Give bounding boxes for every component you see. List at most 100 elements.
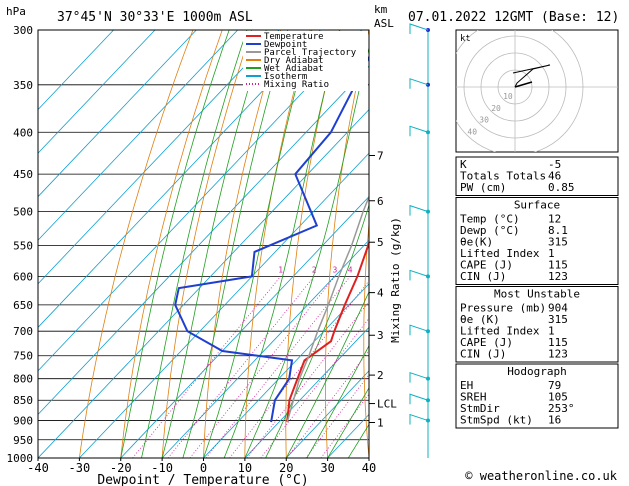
mixing-ratio-line bbox=[132, 276, 281, 458]
altitude-tick-label: 3 bbox=[377, 329, 384, 342]
table-row-label: SREH bbox=[460, 391, 487, 404]
pressure-tick-label: 350 bbox=[13, 79, 33, 92]
mixing-ratio-tick-label: 2 bbox=[312, 265, 317, 274]
hodograph-unit-label: kt bbox=[460, 34, 471, 44]
dry-adiabat-line bbox=[203, 30, 282, 458]
pressure-tick-label: 950 bbox=[13, 434, 33, 447]
table-block bbox=[455, 197, 619, 285]
sounding-series bbox=[174, 54, 369, 423]
table-block bbox=[455, 286, 619, 363]
location-label: 37°45'N 30°33'E 1000m ASL bbox=[57, 10, 253, 25]
legend-label: Mixing Ratio bbox=[264, 80, 329, 90]
mixing-ratio-axis-label: Mixing Ratio (g/kg) bbox=[389, 217, 402, 343]
table-row-value: 123 bbox=[548, 270, 568, 283]
pressure-tick-label: 700 bbox=[13, 325, 33, 338]
table-row-value: 115 bbox=[548, 259, 568, 272]
wet-adiabat-line bbox=[265, 203, 369, 458]
mixing-ratio-tick-label: 4 bbox=[348, 265, 353, 274]
mixing-ratio-line bbox=[246, 300, 369, 458]
table-row-value: 315 bbox=[548, 236, 568, 249]
altitude-axis: 7 6 5 4 3 2 LCL 1 bbox=[369, 149, 397, 430]
table-block bbox=[455, 363, 619, 429]
pressure-tick-label: 500 bbox=[13, 206, 33, 219]
storm-motion-vector bbox=[514, 81, 533, 88]
isotherm-line bbox=[38, 30, 156, 154]
table-row-label: EH bbox=[460, 379, 473, 392]
series-temperature bbox=[286, 240, 369, 423]
temperature-tick-label: -30 bbox=[69, 461, 91, 475]
altitude-tick-label: 7 bbox=[377, 149, 384, 162]
temperature-tick-label: -10 bbox=[151, 461, 173, 475]
wet-adiabat-line bbox=[120, 30, 230, 458]
hodograph-ring-label: 40 bbox=[467, 128, 477, 137]
wet-adiabat-line bbox=[161, 30, 267, 458]
wind-barb bbox=[409, 413, 429, 425]
wind-barb bbox=[409, 125, 429, 137]
legend-label: Wet Adiabat bbox=[264, 64, 324, 74]
x-axis-label: Dewpoint / Temperature (°C) bbox=[97, 473, 308, 486]
temperature-tick-label: -40 bbox=[27, 461, 49, 475]
wind-barb bbox=[409, 324, 429, 336]
table-row-label: CIN (J) bbox=[460, 348, 506, 361]
legend-box bbox=[243, 31, 368, 91]
isotherm-line bbox=[120, 196, 369, 458]
table-row-value: 315 bbox=[548, 313, 568, 326]
table-row-label: StmSpd (kt) bbox=[460, 414, 533, 427]
mixing-ratio-line bbox=[286, 349, 369, 458]
table-row-value: 1 bbox=[548, 247, 555, 260]
pressure-tick-label: 650 bbox=[13, 299, 33, 312]
altitude-tick-label: 4 bbox=[377, 287, 384, 300]
table-row-label: CIN (J) bbox=[460, 270, 506, 283]
table-row-label: StmDir bbox=[460, 402, 500, 415]
mixing-ratio-line bbox=[305, 373, 369, 458]
table-row-value: 115 bbox=[548, 336, 568, 349]
table-row-value: 253° bbox=[548, 402, 575, 415]
table-block-title: Surface bbox=[514, 199, 560, 212]
table-block-title: Hodograph bbox=[507, 365, 567, 378]
table-row-value: 904 bbox=[548, 302, 568, 315]
temperature-tick-label: -20 bbox=[110, 461, 132, 475]
legend-label: Isotherm bbox=[264, 72, 307, 82]
altitude-tick-label: LCL bbox=[377, 398, 397, 411]
table-row-label: θe(K) bbox=[460, 236, 493, 249]
hodograph-frame bbox=[455, 29, 619, 153]
table-row-value: 79 bbox=[548, 379, 561, 392]
wind-barb bbox=[409, 78, 429, 89]
mixing-ratio-line bbox=[189, 276, 336, 458]
dry-adiabat-line bbox=[244, 30, 311, 458]
pressure-tick-label: 750 bbox=[13, 350, 33, 363]
pressure-tick-label: 1000 bbox=[7, 452, 34, 465]
credit-label: © weatheronline.co.uk bbox=[465, 469, 617, 483]
temperature-tick-label: 40 bbox=[362, 461, 376, 475]
series-dewpoint bbox=[174, 54, 369, 423]
table-row-label: Lifted Index bbox=[460, 247, 540, 260]
isotherm-line bbox=[203, 283, 369, 458]
isotherm-line bbox=[38, 30, 363, 372]
mixing-ratio-line bbox=[167, 276, 315, 458]
table-row-label: Pressure (mb) bbox=[460, 302, 546, 315]
wet-adiabat-line bbox=[182, 30, 289, 458]
table-row-value: 12 bbox=[548, 213, 561, 226]
km-unit: km bbox=[374, 3, 388, 16]
dry-adiabat-line bbox=[120, 30, 223, 458]
hodograph-trace bbox=[512, 64, 551, 88]
isotherm-line bbox=[38, 30, 321, 328]
pressure-tick-label: 450 bbox=[13, 168, 33, 181]
isotherm-line bbox=[38, 30, 197, 198]
isotherm-line bbox=[285, 370, 369, 458]
pressure-axis: 300 350 400 450 500 550 600 650 700 750 800 850 900 9… bbox=[7, 24, 34, 465]
wind-barb bbox=[409, 371, 429, 383]
table-row-value: 105 bbox=[548, 391, 568, 404]
pressure-tick-label: 850 bbox=[13, 394, 33, 407]
dry-adiabat-line bbox=[285, 30, 340, 458]
pressure-tick-label: 400 bbox=[13, 126, 33, 139]
dry-adiabat-line bbox=[161, 30, 252, 458]
wet-adiabat-line bbox=[285, 290, 369, 458]
temperature-tick-label: 10 bbox=[238, 461, 252, 475]
isotherm-line bbox=[244, 326, 369, 458]
table-row-value: 46 bbox=[548, 170, 561, 183]
table-row-value: 16 bbox=[548, 414, 561, 427]
